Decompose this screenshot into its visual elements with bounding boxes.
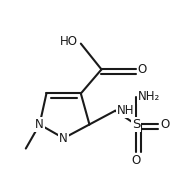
Text: N: N [59,132,68,145]
Text: S: S [132,118,140,131]
Text: NH: NH [117,104,135,117]
Text: HO: HO [59,35,77,48]
Text: NH₂: NH₂ [138,91,160,103]
Text: O: O [138,63,147,76]
Text: O: O [131,154,141,167]
Text: N: N [35,118,44,131]
Text: O: O [160,118,169,131]
